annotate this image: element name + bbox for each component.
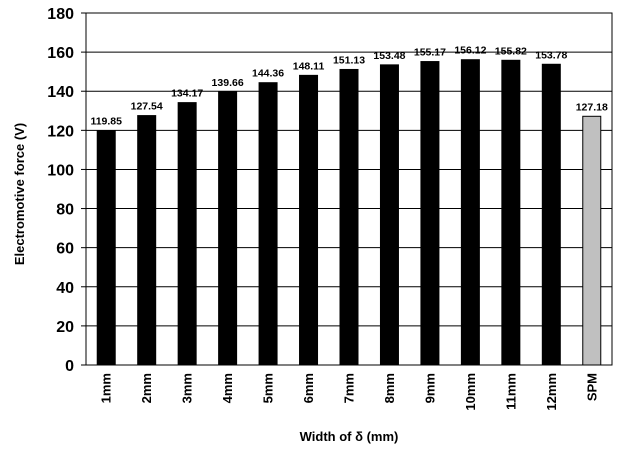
data-label: 156.12	[454, 45, 486, 57]
y-axis-title: Electromotive force (V)	[12, 123, 27, 265]
bar	[541, 63, 561, 366]
bar	[339, 68, 359, 366]
bar	[258, 82, 278, 366]
data-label: 155.17	[414, 47, 446, 59]
data-label: 139.66	[212, 77, 244, 89]
x-axis-title: Width of δ (mm)	[300, 429, 399, 444]
y-tick-label: 180	[47, 6, 74, 23]
x-tick-label: 5mm	[261, 373, 276, 403]
plot-frame	[85, 12, 613, 366]
bar	[582, 115, 602, 366]
data-label: 153.78	[535, 49, 567, 61]
x-tick-label: 2mm	[139, 373, 154, 403]
bar	[501, 59, 521, 366]
x-tick-label: 7mm	[342, 373, 357, 403]
data-label: 151.13	[333, 54, 365, 66]
bars	[96, 59, 602, 366]
x-tick-label: 3mm	[180, 373, 195, 403]
data-label: 127.54	[131, 101, 163, 113]
labels: 0 20 40 60 80 100 120 140 160 180 119.85 1mm 127.54 2…	[47, 6, 608, 411]
y-tick-label: 160	[47, 45, 74, 62]
data-label: 127.18	[576, 101, 608, 113]
x-tick-label: 1mm	[99, 373, 114, 403]
bar	[420, 61, 440, 366]
axes	[81, 12, 613, 366]
bar	[137, 115, 157, 366]
y-tick-label: 60	[56, 241, 74, 258]
y-tick-label: 100	[47, 162, 74, 179]
bar	[379, 64, 399, 366]
x-tick-label: 12mm	[544, 373, 559, 411]
x-tick-label: 9mm	[422, 373, 437, 403]
y-tick-label: 40	[56, 280, 74, 297]
x-tick-label: 4mm	[220, 373, 235, 403]
y-tick-label: 120	[47, 123, 74, 140]
bar	[96, 130, 116, 366]
x-tick-label: 6mm	[301, 373, 316, 403]
data-label: 119.85	[90, 116, 122, 128]
data-label: 148.11	[293, 60, 325, 72]
data-label: 155.82	[495, 45, 527, 57]
bar	[299, 74, 319, 366]
data-label: 153.48	[373, 50, 405, 62]
data-label: 144.36	[252, 68, 284, 80]
bar	[218, 91, 238, 366]
bar	[177, 102, 197, 366]
x-tick-label: SPM	[584, 373, 599, 401]
y-tick-label: 140	[47, 84, 74, 101]
y-tick-label: 20	[56, 319, 74, 336]
x-tick-label: 11mm	[503, 373, 518, 410]
x-tick-label: 8mm	[382, 373, 397, 403]
y-tick-label: 80	[56, 202, 74, 219]
x-tick-label: 10mm	[463, 373, 478, 411]
bar	[460, 59, 480, 366]
y-tick-label: 0	[65, 358, 74, 375]
data-label: 134.17	[171, 88, 203, 100]
